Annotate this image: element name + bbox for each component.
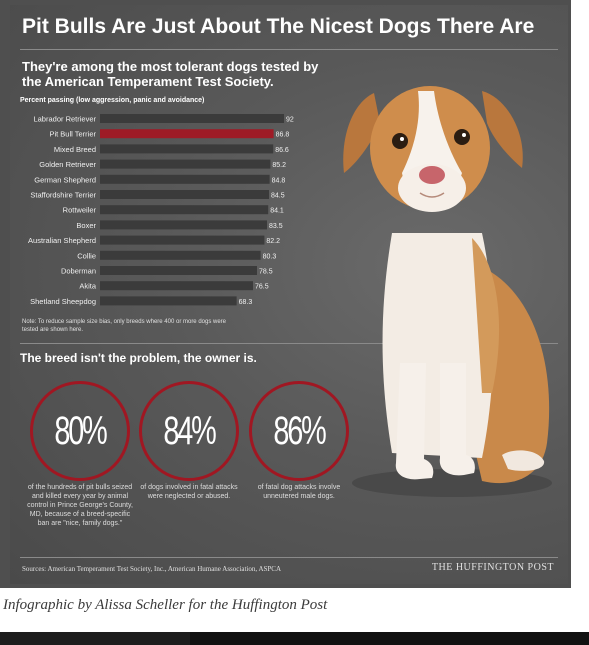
bar xyxy=(100,144,274,154)
bar xyxy=(100,114,284,123)
brand-logo: THE HUFFINGTON POST xyxy=(431,562,554,573)
bar-value-label: 84.5 xyxy=(271,193,285,200)
bar-value-label: 84.1 xyxy=(270,208,284,215)
bar xyxy=(100,159,271,169)
title-divider xyxy=(20,49,558,50)
bar xyxy=(100,190,269,199)
bar xyxy=(100,281,253,291)
bar-category-label: German Shepherd xyxy=(34,175,96,184)
bar-category-label: Pit Bull Terrier xyxy=(49,130,96,139)
bar-category-label: Shetland Sheepdog xyxy=(30,297,96,306)
bar xyxy=(100,174,270,184)
bar-category-label: Labrador Retriever xyxy=(33,115,96,124)
infographic-frame: Pit Bulls Are Just About The Nicest Dogs… xyxy=(0,0,571,588)
bar-value-label: 92 xyxy=(286,117,294,124)
bar-value-label: 68.3 xyxy=(239,299,253,306)
footer-divider xyxy=(20,557,558,558)
puppy-illustration xyxy=(343,86,552,497)
stat-ring xyxy=(139,381,239,481)
chart-note: Note: To reduce sample size bias, only b… xyxy=(22,319,226,333)
stat-caption: of the hundreds of pit bulls seized and … xyxy=(27,484,133,527)
bar-value-label: 80.3 xyxy=(263,253,277,260)
chart-axis-label: Percent passing (low aggression, panic a… xyxy=(20,97,205,104)
bar-value-label: 85.2 xyxy=(272,162,286,169)
bar-value-label: 86.8 xyxy=(276,132,290,139)
bar-value-label: 84.8 xyxy=(272,177,286,184)
bar xyxy=(100,250,261,260)
stat-circle-3: 86% xyxy=(249,381,349,481)
bottom-bar xyxy=(0,632,589,645)
bar xyxy=(100,205,269,215)
stat-value: 84% xyxy=(163,409,216,453)
bar-category-label: Collie xyxy=(77,251,96,260)
bar xyxy=(100,235,265,245)
bar-value-label: 82.2 xyxy=(266,238,280,245)
chart-subtitle: They're among the most tolerant dogs tes… xyxy=(22,59,319,89)
section-title: The breed isn't the problem, the owner i… xyxy=(20,351,257,365)
bar-category-label: Doberman xyxy=(61,267,96,276)
bar-category-label: Mixed Breed xyxy=(54,145,96,154)
bar xyxy=(100,296,237,306)
sources-text: Sources: American Temperament Test Socie… xyxy=(22,565,282,573)
stat-circle-2: 84% xyxy=(139,381,239,481)
bar xyxy=(100,220,267,230)
infographic-title: Pit Bulls Are Just About The Nicest Dogs… xyxy=(22,15,535,38)
stat-circle-1: 80% xyxy=(30,381,130,481)
stat-caption: of fatal dog attacks involve unneutered … xyxy=(257,484,341,500)
stat-value: 86% xyxy=(273,409,326,453)
bar-category-label: Australian Shepherd xyxy=(28,236,96,245)
bar-category-label: Staffordshire Terrier xyxy=(30,191,96,200)
bar-category-label: Golden Retriever xyxy=(39,160,96,169)
bar-category-label: Rottweiler xyxy=(63,206,97,215)
section-divider xyxy=(20,343,558,344)
bar-highlight xyxy=(100,129,274,139)
bar-value-label: 78.5 xyxy=(259,269,273,276)
bar-chart: Labrador Retriever 92 Pit Bull Terrier 86.8… xyxy=(28,114,294,306)
stat-caption: of dogs involved in fatal attacks were n… xyxy=(140,484,238,500)
infographic: Pit Bulls Are Just About The Nicest Dogs… xyxy=(10,5,568,584)
image-credit: Infographic by Alissa Scheller for the H… xyxy=(3,597,328,613)
bar-value-label: 86.6 xyxy=(275,147,289,154)
bar-category-label: Boxer xyxy=(76,221,96,230)
bar xyxy=(100,266,257,275)
stat-ring xyxy=(30,381,130,481)
bar-category-label: Akita xyxy=(79,282,97,291)
bar-value-label: 83.5 xyxy=(269,223,283,230)
stat-ring xyxy=(249,381,349,481)
stat-value: 80% xyxy=(54,409,107,453)
bar-value-label: 76.5 xyxy=(255,284,269,291)
